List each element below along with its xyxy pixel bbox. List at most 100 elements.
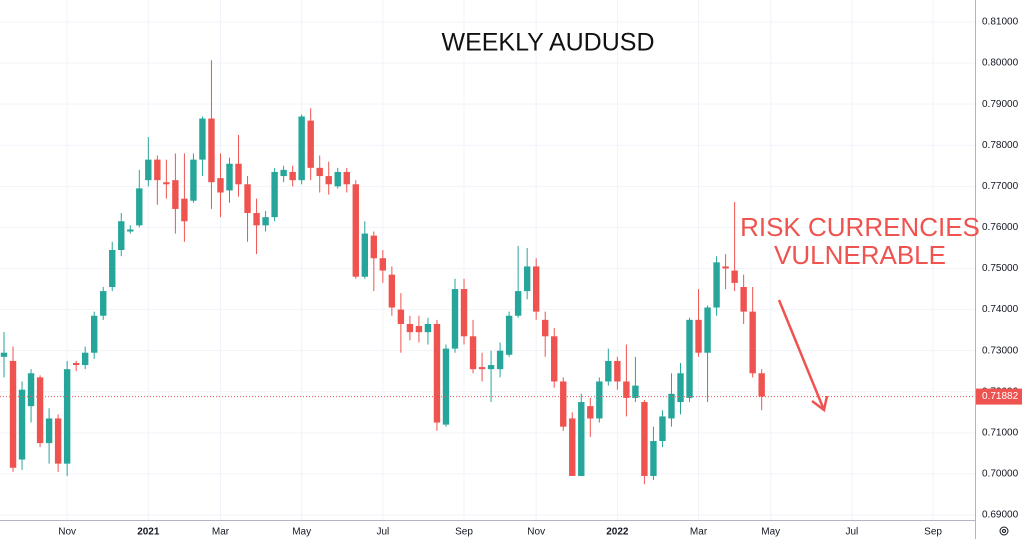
candle-body	[45, 418, 53, 444]
candle-body	[100, 291, 107, 316]
candle-body	[677, 373, 684, 403]
y-tick-label: 0.77000	[982, 181, 1019, 192]
candle-body	[316, 167, 323, 177]
y-tick-label: 0.80000	[982, 58, 1019, 69]
candle-body	[253, 213, 260, 226]
y-tick-label: 0.76000	[982, 222, 1019, 233]
settings-icon[interactable]	[999, 526, 1009, 536]
candle-body	[704, 307, 711, 353]
x-tick-label: Jul	[376, 527, 389, 538]
candle-body	[578, 402, 585, 476]
candle-body	[505, 315, 513, 355]
candle-body	[118, 221, 125, 251]
candle-body	[587, 406, 594, 419]
candle-body	[334, 171, 341, 187]
x-tick-label: Mar	[212, 527, 230, 538]
y-tick-label: 0.78000	[982, 140, 1019, 151]
candle-body	[433, 323, 441, 423]
candle-body	[632, 385, 639, 398]
candle-body	[514, 291, 522, 316]
candle-body	[9, 360, 17, 468]
candle-body	[668, 393, 675, 419]
candle-body	[244, 184, 251, 214]
candle-body	[596, 381, 603, 419]
candle-body	[442, 348, 450, 425]
y-tick-label: 0.73000	[982, 345, 1019, 356]
candle-body	[235, 163, 242, 185]
candle-body	[623, 381, 630, 398]
x-tick-label: Mar	[690, 527, 708, 538]
candle-body	[370, 235, 378, 259]
candle-body	[758, 373, 765, 397]
candle-body	[731, 270, 738, 283]
candle-body	[91, 315, 98, 353]
candle-body	[172, 180, 179, 209]
candle-body	[109, 250, 116, 287]
y-tick-label: 0.70000	[982, 469, 1019, 480]
candle-body	[54, 418, 62, 464]
candle-body	[0, 352, 8, 357]
candle-body	[451, 289, 459, 349]
x-tick-label: Nov	[527, 527, 545, 538]
x-tick-label: Jul	[845, 527, 858, 538]
candle-body	[199, 118, 206, 160]
candle-body	[181, 198, 188, 222]
candle-body	[650, 441, 657, 476]
candle-body	[469, 336, 477, 370]
candle-body	[190, 159, 197, 201]
last-price-label: 0.71882	[982, 391, 1019, 402]
candle-body	[379, 258, 387, 271]
candles	[0, 60, 765, 485]
candle-body	[740, 286, 747, 312]
x-tick-label: May	[292, 527, 311, 538]
candle-body	[406, 323, 414, 333]
candle-body	[722, 266, 729, 269]
candle-body	[343, 171, 350, 185]
candle-body	[478, 367, 486, 370]
candle-body	[551, 336, 558, 382]
candle-body	[397, 309, 405, 324]
annotation-arrow	[777, 299, 829, 413]
candle-body	[298, 116, 305, 181]
candle-body	[262, 217, 269, 226]
candle-body	[542, 319, 549, 337]
candle-body	[695, 319, 702, 353]
candle-body	[560, 381, 567, 427]
x-tick-label: Nov	[58, 527, 76, 538]
candle-body	[569, 418, 576, 476]
annotation: VULNERABLE	[774, 240, 946, 270]
y-tick-label: 0.75000	[982, 263, 1019, 274]
x-tick-label: 2022	[606, 527, 629, 538]
y-tick-label: 0.69000	[982, 510, 1019, 521]
chart-title: WEEKLY AUDUSD	[441, 29, 654, 57]
candle-body	[713, 262, 720, 308]
x-tick-label: Sep	[924, 527, 942, 538]
candle-body	[749, 311, 756, 374]
candle-body	[523, 266, 531, 292]
candle-body	[280, 169, 287, 177]
candle-body	[72, 362, 80, 366]
candle-body	[289, 171, 296, 181]
candle-body	[659, 416, 666, 442]
candle-body	[154, 159, 161, 181]
candle-body	[614, 360, 621, 382]
candle-body	[208, 118, 215, 183]
candle-body	[81, 352, 89, 366]
candle-body	[145, 159, 152, 181]
candle-body	[307, 120, 314, 168]
x-tick-label: May	[761, 527, 780, 538]
candle-body	[424, 323, 432, 333]
candle-body	[27, 373, 35, 407]
candle-body	[63, 369, 71, 464]
candle-body	[641, 402, 648, 476]
x-tick-label: Sep	[455, 527, 473, 538]
candle-body	[532, 266, 540, 312]
candle-body	[460, 289, 468, 337]
candle-body	[352, 184, 359, 277]
candle-body	[325, 176, 332, 185]
y-tick-label: 0.81000	[982, 17, 1019, 28]
candle-body	[415, 326, 423, 333]
candle-body	[496, 350, 504, 370]
